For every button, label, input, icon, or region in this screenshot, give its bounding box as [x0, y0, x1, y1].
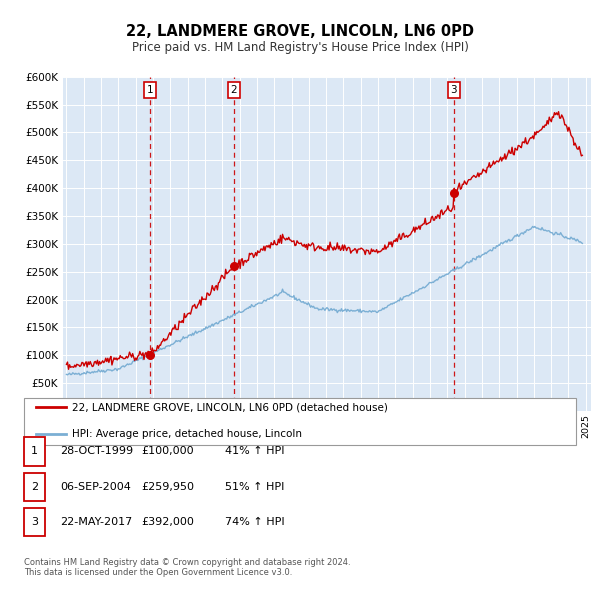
Text: 51% ↑ HPI: 51% ↑ HPI	[225, 482, 284, 491]
Text: 1: 1	[31, 447, 38, 456]
Text: 3: 3	[31, 517, 38, 527]
Text: 41% ↑ HPI: 41% ↑ HPI	[225, 447, 284, 456]
Text: 06-SEP-2004: 06-SEP-2004	[60, 482, 131, 491]
Text: HPI: Average price, detached house, Lincoln: HPI: Average price, detached house, Linc…	[72, 429, 302, 438]
Text: 2: 2	[231, 85, 238, 95]
Text: Contains HM Land Registry data © Crown copyright and database right 2024.
This d: Contains HM Land Registry data © Crown c…	[24, 558, 350, 577]
Text: 3: 3	[451, 85, 457, 95]
Text: £100,000: £100,000	[141, 447, 194, 456]
Text: Price paid vs. HM Land Registry's House Price Index (HPI): Price paid vs. HM Land Registry's House …	[131, 41, 469, 54]
Text: 2: 2	[31, 482, 38, 491]
Text: 22-MAY-2017: 22-MAY-2017	[60, 517, 132, 527]
Text: £259,950: £259,950	[141, 482, 194, 491]
Text: 1: 1	[147, 85, 154, 95]
Text: 74% ↑ HPI: 74% ↑ HPI	[225, 517, 284, 527]
Text: 28-OCT-1999: 28-OCT-1999	[60, 447, 133, 456]
Text: £392,000: £392,000	[141, 517, 194, 527]
Text: 22, LANDMERE GROVE, LINCOLN, LN6 0PD: 22, LANDMERE GROVE, LINCOLN, LN6 0PD	[126, 24, 474, 38]
Text: 22, LANDMERE GROVE, LINCOLN, LN6 0PD (detached house): 22, LANDMERE GROVE, LINCOLN, LN6 0PD (de…	[72, 402, 388, 412]
